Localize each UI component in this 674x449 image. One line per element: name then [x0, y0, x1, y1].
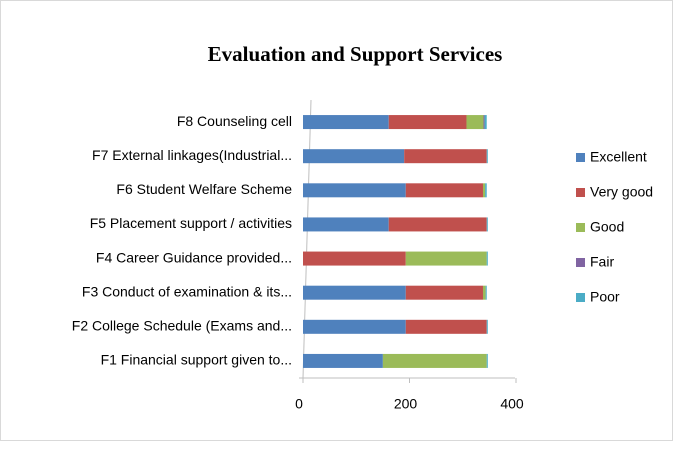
bar-segment [405, 251, 487, 266]
bar-segment [486, 149, 488, 164]
chart-title: Evaluation and Support Services [208, 42, 503, 66]
bar-segment [486, 251, 488, 266]
y-tick-label: F6 Student Welfare Scheme [116, 181, 292, 197]
bar-segment [404, 149, 487, 164]
bar-segment [388, 115, 467, 130]
bar-segment [483, 115, 485, 130]
bar-segment [382, 353, 487, 368]
bar-segment [486, 217, 488, 232]
legend-swatch [576, 188, 585, 197]
legend-swatch [576, 258, 585, 267]
legend-label: Fair [590, 254, 614, 270]
legend-swatch [576, 153, 585, 162]
x-tick-label: 200 [394, 396, 418, 412]
x-tick-label: 400 [500, 396, 524, 412]
y-tick-label: F3 Conduct of examination & its... [82, 283, 292, 299]
bar-segment [303, 217, 389, 232]
bar-segment [486, 319, 488, 334]
bar-segment [405, 319, 487, 334]
bar-segment [388, 217, 487, 232]
legend-swatch [576, 223, 585, 232]
bar-segment [303, 251, 406, 266]
bar-segment [303, 285, 406, 300]
bar-segment [303, 115, 389, 130]
bar-segment [484, 115, 487, 130]
legend-swatch [576, 293, 585, 302]
y-tick-label: F2 College Schedule (Exams and... [72, 318, 292, 334]
bar-segment [303, 183, 406, 198]
bar-segment [485, 285, 487, 300]
legend-label: Excellent [590, 149, 647, 165]
bar-segment [466, 115, 484, 130]
bar-segment [482, 183, 486, 198]
y-tick-label: F7 External linkages(Industrial... [92, 147, 292, 163]
bar-segment [303, 353, 383, 368]
legend-label: Good [590, 219, 624, 235]
legend-label: Very good [590, 184, 653, 200]
bar-segment [405, 183, 483, 198]
bar-segment [303, 149, 405, 164]
bar-segment [303, 319, 406, 334]
x-tick-label: 0 [295, 396, 303, 412]
bar-segment [482, 285, 486, 300]
bar-segment [405, 285, 483, 300]
bar-segment [485, 183, 487, 198]
legend-label: Poor [590, 289, 620, 305]
y-tick-label: F5 Placement support / activities [90, 215, 292, 231]
bar-segment [486, 353, 488, 368]
y-tick-label: F8 Counseling cell [177, 113, 292, 129]
y-tick-label: F1 Financial support given to... [101, 352, 292, 368]
y-tick-label: F4 Career Guidance provided... [96, 249, 292, 265]
